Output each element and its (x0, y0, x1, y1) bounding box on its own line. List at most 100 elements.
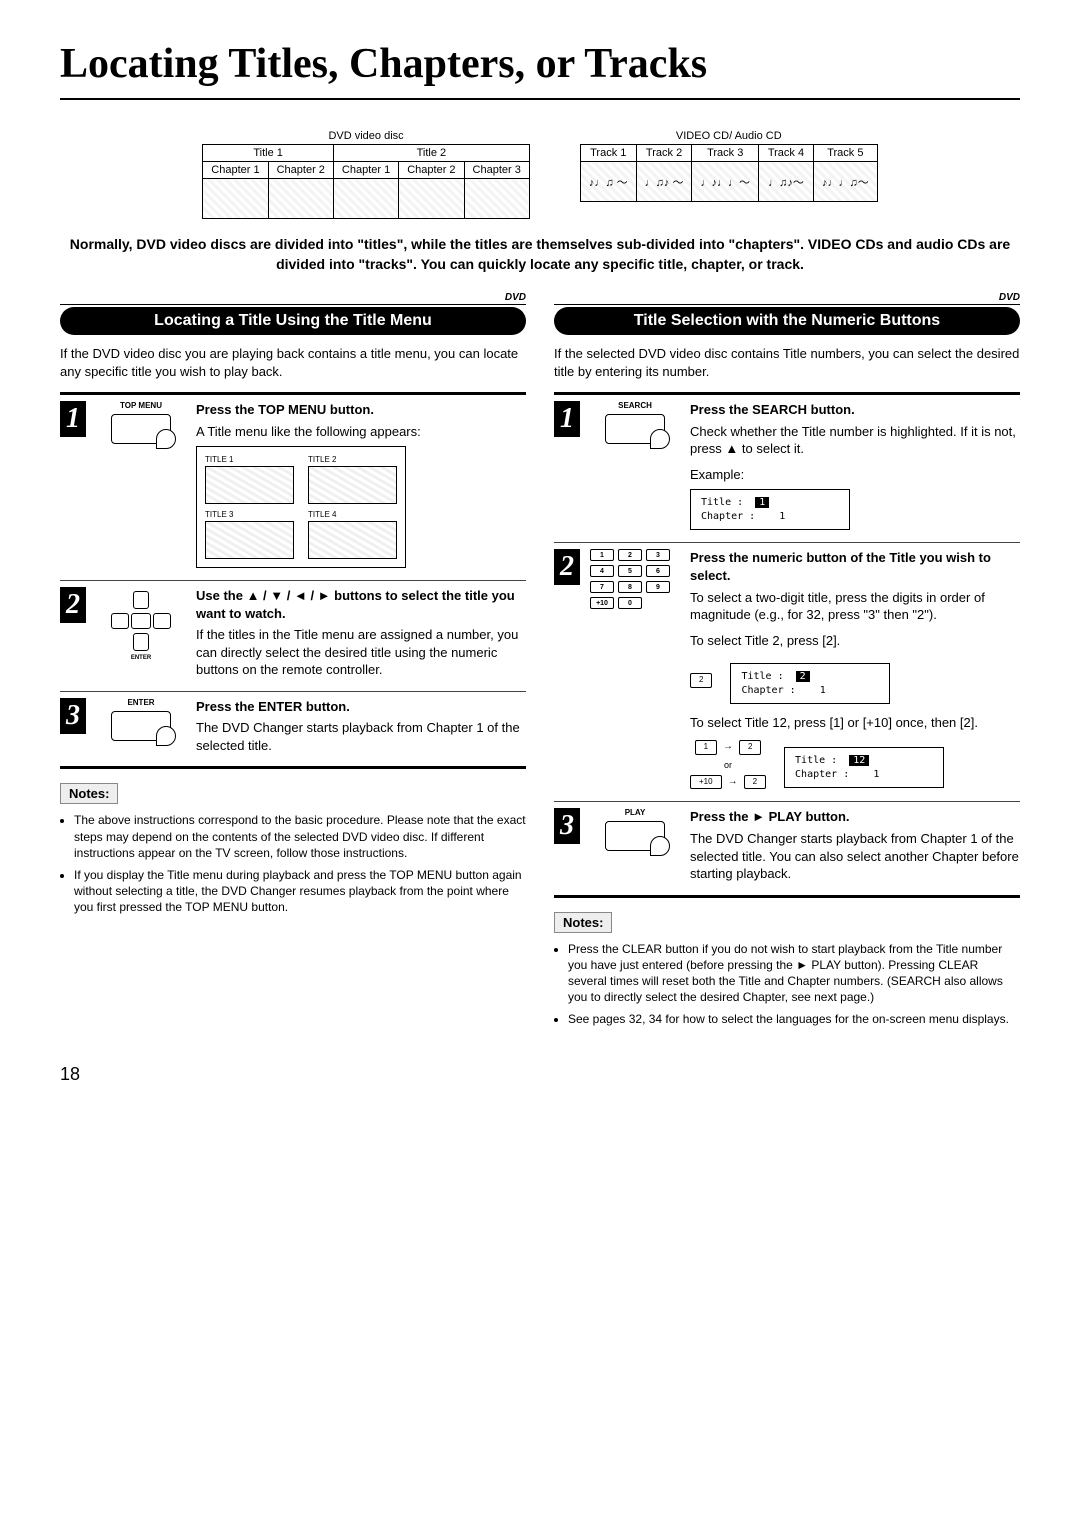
dpad-icon (111, 591, 171, 651)
dvd-t1-ch1-label: Chapter 1 (203, 162, 268, 179)
key-2: 2 (744, 775, 766, 790)
cd-track2: Track 2 (636, 145, 692, 162)
title4-label: TITLE 4 (308, 510, 336, 519)
right-header: Title Selection with the Numeric Buttons (554, 307, 1020, 335)
key-6: 6 (646, 565, 670, 577)
dvd-t1-ch2-label: Chapter 2 (268, 162, 333, 179)
key-0: 0 (618, 597, 642, 609)
right-intro: If the selected DVD video disc contains … (554, 345, 1020, 380)
ex-title-label: Title : (795, 755, 837, 766)
chapter-thumb (333, 179, 398, 219)
cd-diagram: VIDEO CD/ Audio CD Track 1 Track 2 Track… (580, 130, 878, 219)
dvd-header: DVD video disc (202, 130, 530, 142)
right-column: DVD Title Selection with the Numeric But… (554, 292, 1020, 1033)
top-menu-label: TOP MENU (96, 401, 186, 410)
dvd-t2-ch2-label: Chapter 2 (399, 162, 464, 179)
track-thumb: ♪♩♫ ～ (580, 162, 636, 202)
enter-button-icon (111, 711, 171, 741)
dvd-t2-ch3-label: Chapter 3 (464, 162, 529, 179)
dvd-tag: DVD (554, 292, 1020, 305)
intro-text: Normally, DVD video discs are divided in… (60, 235, 1020, 274)
key-2: 2 (618, 549, 642, 561)
title2-label: TITLE 2 (308, 455, 336, 464)
ex-title-label: Title : (741, 671, 783, 682)
step1-body: A Title menu like the following appears: (196, 423, 526, 441)
dvd-title1: Title 1 (203, 145, 334, 162)
track-thumb: ♩♫♪ ～ (636, 162, 692, 202)
right-step1: 1 SEARCH Press the SEARCH button. Check … (554, 395, 1020, 543)
cd-track1: Track 1 (580, 145, 636, 162)
page-title: Locating Titles, Chapters, or Tracks (60, 40, 1020, 100)
step3-bold: Press the ENTER button. (196, 698, 526, 716)
key-1: 1 (695, 740, 717, 755)
r-step2-body3: To select Title 12, press [1] or [+10] o… (690, 714, 1020, 732)
key-9: 9 (646, 581, 670, 593)
r-step2-body1: To select a two-digit title, press the d… (690, 589, 1020, 624)
top-menu-button-icon (111, 414, 171, 444)
step2-bold: Use the ▲ / ▼ / ◄ / ► buttons to select … (196, 587, 526, 622)
osd-example2: Title : 2 Chapter : 1 (730, 663, 890, 704)
chapter-thumb (203, 179, 268, 219)
osd-example3: Title : 12 Chapter : 1 (784, 747, 944, 788)
dvd-t2-ch1-label: Chapter 1 (333, 162, 398, 179)
track-thumb: ♩♫♪～ (758, 162, 813, 202)
title1-label: TITLE 1 (205, 455, 233, 464)
step-number: 3 (60, 698, 86, 734)
key-3: 3 (646, 549, 670, 561)
key-4: 4 (590, 565, 614, 577)
title3-label: TITLE 3 (205, 510, 233, 519)
title-menu-illustration: TITLE 1 TITLE 2 TITLE 3 TITLE 4 (196, 446, 406, 568)
ex-title-val: 2 (796, 671, 810, 682)
cd-track5: Track 5 (813, 145, 877, 162)
key-2: 2 (739, 740, 761, 755)
note-item: See pages 32, 34 for how to select the l… (568, 1011, 1020, 1027)
note-item: The above instructions correspond to the… (74, 812, 526, 861)
ex-title-val: 12 (849, 755, 869, 766)
step-number: 2 (60, 587, 86, 623)
key-plus10: +10 (590, 597, 614, 609)
numpad-icon: 1 2 3 4 5 6 7 8 9 +10 0 (590, 549, 680, 609)
ex-chapter-label: Chapter : (701, 511, 755, 522)
right-step2: 2 1 2 3 4 5 6 7 8 9 +10 0 Press the nume… (554, 543, 1020, 802)
step2-body: If the titles in the Title menu are assi… (196, 626, 526, 679)
left-column: DVD Locating a Title Using the Title Men… (60, 292, 526, 1033)
notes-label: Notes: (60, 783, 118, 804)
r-step1-body: Check whether the Title number is highli… (690, 423, 1020, 458)
ex-chapter-val: 1 (779, 511, 785, 522)
step-number: 3 (554, 808, 580, 844)
notes-label: Notes: (554, 912, 612, 933)
left-step2: 2 ENTER Use the ▲ / ▼ / ◄ / ► buttons to… (60, 581, 526, 692)
step3-body: The DVD Changer starts playback from Cha… (196, 719, 526, 754)
ex-title-label: Title : (701, 497, 743, 508)
key-5: 5 (618, 565, 642, 577)
ex-chapter-label: Chapter : (741, 685, 795, 696)
key-7: 7 (590, 581, 614, 593)
left-step1: 1 TOP MENU Press the TOP MENU button. A … (60, 395, 526, 581)
left-step3: 3 ENTER Press the ENTER button. The DVD … (60, 692, 526, 770)
chapter-thumb (268, 179, 333, 219)
key-plus10: +10 (690, 775, 722, 790)
enter-label: ENTER (96, 655, 186, 661)
dvd-diagram: DVD video disc Title 1 Title 2 Chapter 1… (202, 130, 530, 219)
example-label: Example: (690, 466, 1020, 484)
key-8: 8 (618, 581, 642, 593)
play-button-icon (605, 821, 665, 851)
cd-track4: Track 4 (758, 145, 813, 162)
r-step2-bold: Press the numeric button of the Title yo… (690, 549, 1020, 584)
r-step3-bold: Press the ► PLAY button. (690, 808, 1020, 826)
step-number: 2 (554, 549, 580, 585)
key-1: 1 (590, 549, 614, 561)
r-step2-body2: To select Title 2, press [2]. (690, 632, 1020, 650)
ex-title-val: 1 (755, 497, 769, 508)
page-number: 18 (60, 1064, 1020, 1085)
enter-label: ENTER (96, 698, 186, 707)
right-notes: Press the CLEAR button if you do not wis… (554, 941, 1020, 1028)
ex-chapter-val: 1 (873, 769, 879, 780)
step-number: 1 (60, 401, 86, 437)
arrow-right-icon: → (728, 775, 738, 789)
disc-diagrams: DVD video disc Title 1 Title 2 Chapter 1… (60, 130, 1020, 219)
step1-bold: Press the TOP MENU button. (196, 401, 526, 419)
ex-chapter-val: 1 (820, 685, 826, 696)
dvd-tag: DVD (60, 292, 526, 305)
chapter-thumb (464, 179, 529, 219)
